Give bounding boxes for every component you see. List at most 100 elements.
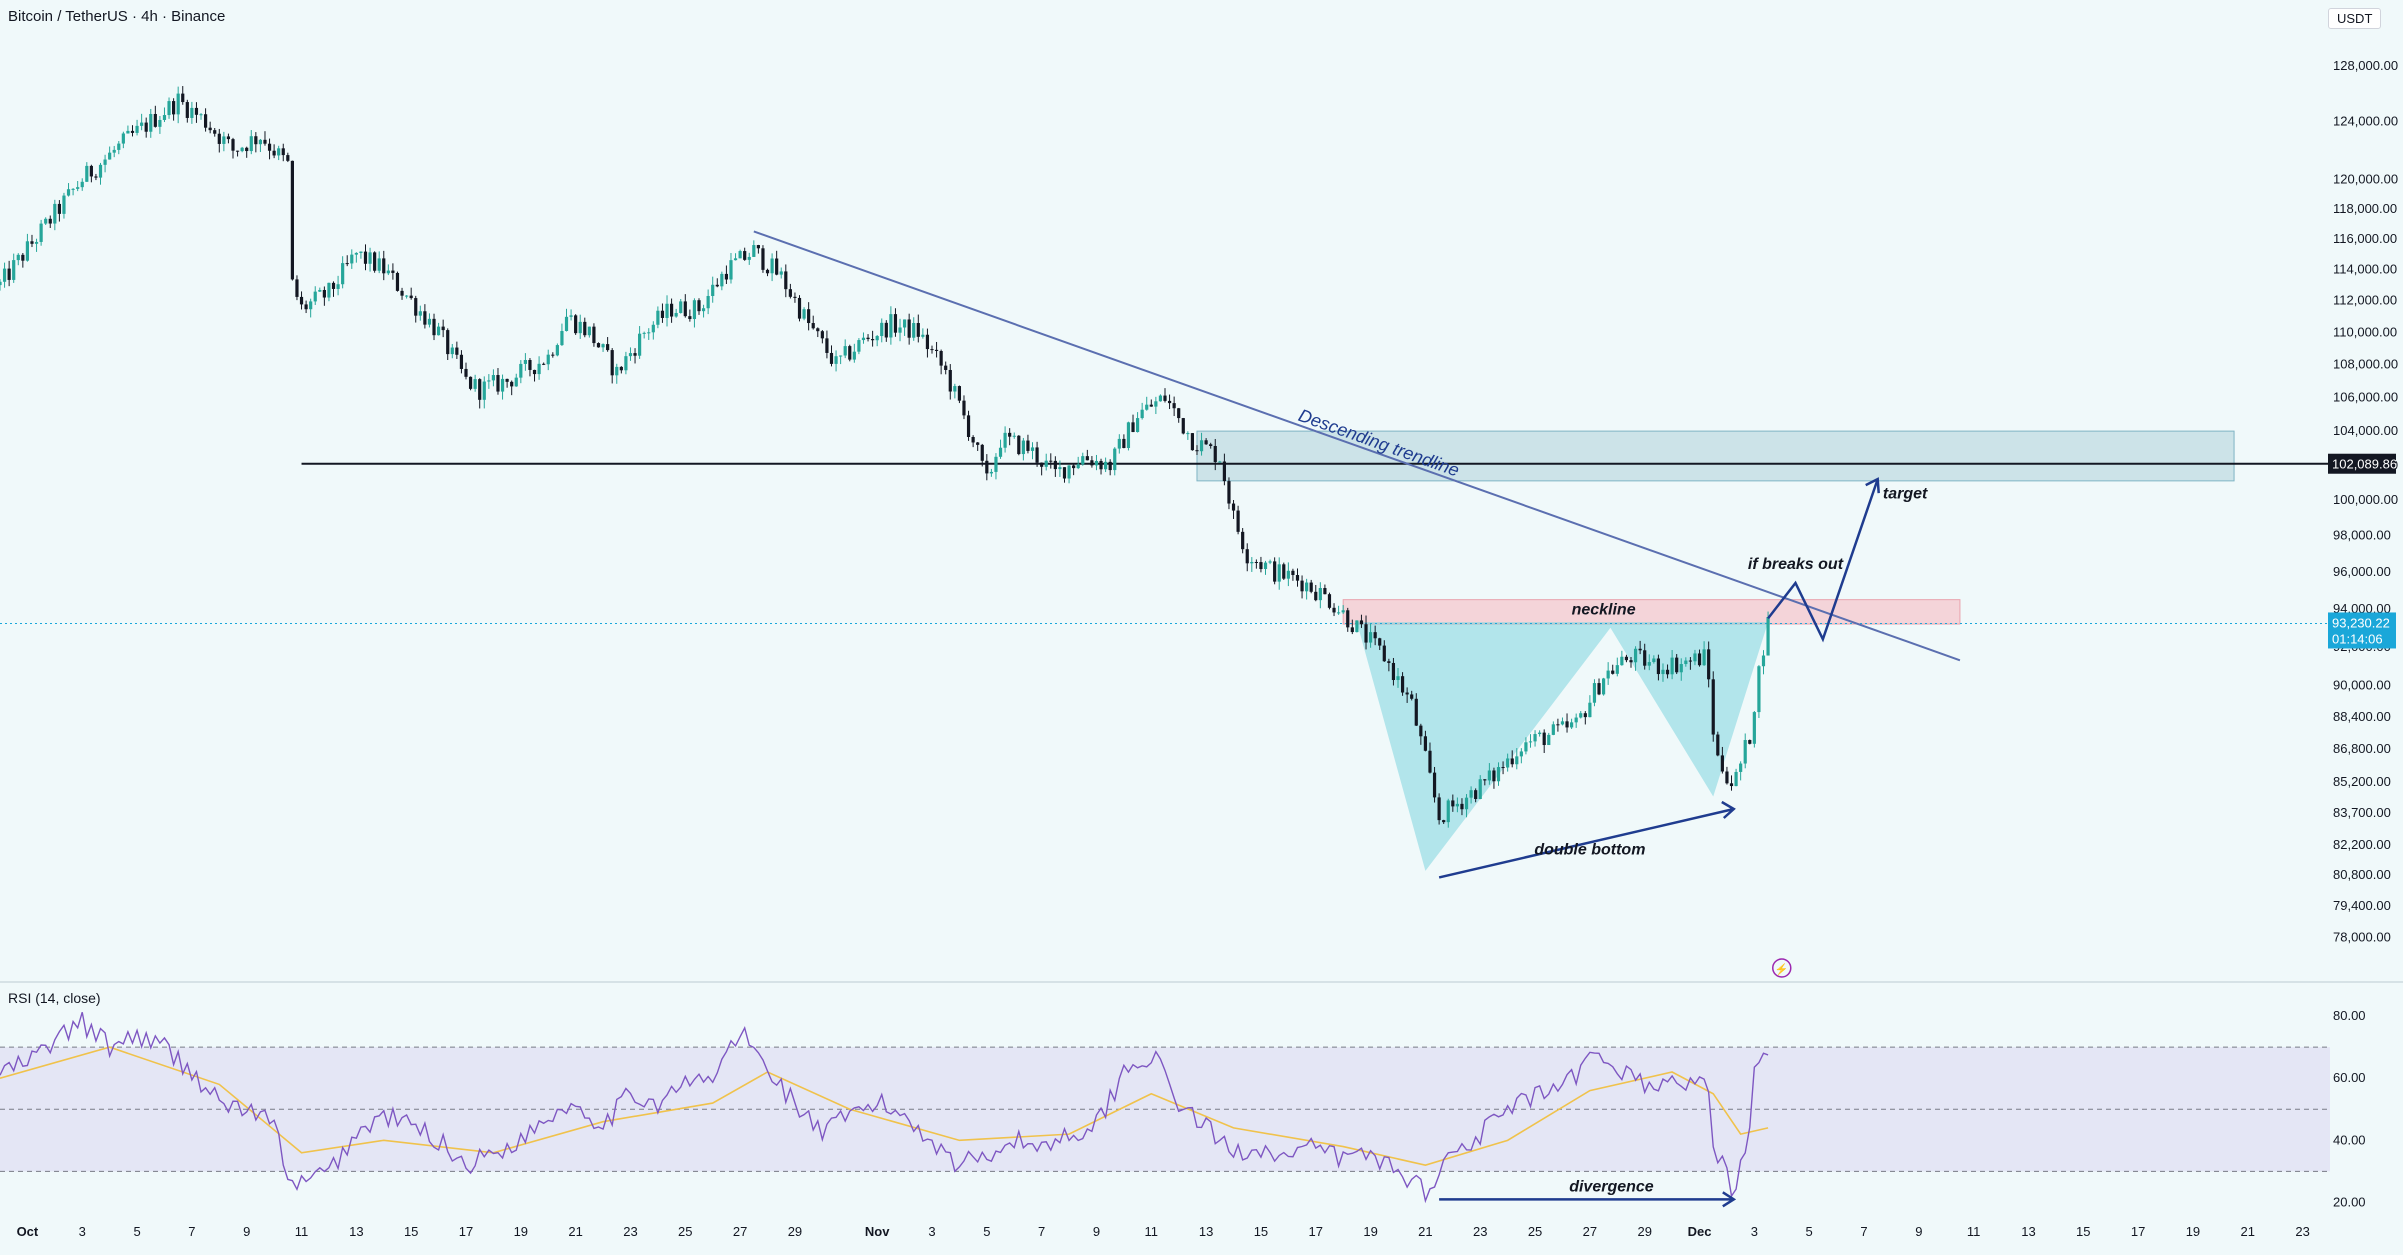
candle-body [140,122,144,126]
divergence-label: divergence [1569,1178,1654,1195]
candle-body [286,155,290,161]
price-tick-label: 120,000.00 [2333,171,2398,186]
candle-body [724,273,729,280]
candle-body [875,336,879,341]
candle-body [807,309,811,324]
candle-body [1332,607,1336,613]
double-bottom-label: double bottom [1534,841,1645,858]
candle-body [1455,803,1459,807]
candle-body [1021,440,1025,455]
candle-body [491,375,496,381]
candle-body [423,311,427,325]
candle-body [1633,648,1638,663]
candle-body [1400,676,1405,693]
candle-body [213,130,217,134]
candle-body [1003,432,1007,448]
candle-body [1720,755,1724,772]
candle-body [1145,404,1149,410]
candle-body [752,245,756,257]
candle-body [1588,702,1592,718]
candle-body [665,303,669,318]
time-tick-label: 29 [788,1224,802,1239]
candle-body [1656,658,1661,675]
candle-body [1199,440,1204,452]
candle-body [194,107,199,115]
candle-body [902,319,907,328]
candle-body [1556,724,1560,726]
candle-body [450,347,454,355]
candle-body [1629,660,1633,663]
time-tick-label: 17 [2131,1224,2145,1239]
symbol-header: Bitcoin / TetherUS · 4h · Binance [8,8,226,25]
candle-body [1012,435,1016,437]
candle-body [574,315,578,334]
time-tick-label: 5 [1806,1224,1813,1239]
time-tick-label: 27 [733,1224,747,1239]
candle-body [1606,670,1610,679]
time-tick-label: 11 [295,1224,309,1239]
candle-body [455,347,459,355]
time-tick-label: 21 [568,1224,582,1239]
support-price-tag [2328,453,2396,474]
price-tick-label: 83,700.00 [2333,805,2391,820]
candle-body [701,308,706,312]
candle-body [1113,448,1117,471]
time-tick-label: 19 [2186,1224,2200,1239]
candle-body [1030,447,1035,451]
candle-body [1076,464,1080,469]
candle-body [592,326,596,344]
candle-body [980,444,984,461]
candle-body [57,203,61,214]
candle-body [697,300,701,312]
candle-body [523,360,527,364]
candles [0,86,1770,828]
candle-body [624,356,628,371]
candle-body [267,143,272,151]
candle-body [820,331,824,339]
candle-body [1026,440,1030,451]
time-tick-label: 5 [983,1224,990,1239]
candle-body [48,218,52,224]
candle-body [181,93,185,103]
candle-body [907,319,911,338]
time-tick-label: Dec [1688,1224,1712,1239]
candle-body [368,252,372,264]
rsi-line [0,1012,1769,1204]
candle-body [505,378,509,382]
candle-body [441,326,445,331]
neckline-label: neckline [1572,602,1636,619]
candle-body [1154,401,1158,407]
candle-body [1414,698,1418,726]
candle-body [85,165,89,182]
time-tick-label: 15 [404,1224,418,1239]
price-tick-label: 118,000.00 [2333,201,2397,216]
candle-body [1104,461,1108,470]
time-tick-label: 3 [928,1224,935,1239]
price-tick-label: 79,400.00 [2333,898,2391,913]
time-tick-label: 3 [1751,1224,1758,1239]
currency-button[interactable]: USDT [2328,8,2382,29]
candle-body [1396,676,1400,681]
candle-body [715,284,719,287]
candle-body [619,366,623,371]
time-tick-label: 5 [133,1224,140,1239]
candle-body [674,312,678,317]
candle-body [546,354,550,365]
candle-body [1282,564,1286,579]
candle-body [395,272,400,291]
candle-body [359,251,363,253]
candle-body [345,263,349,265]
candle-body [1222,461,1226,482]
candle-body [76,187,80,189]
candle-body [1286,570,1290,579]
candle-body [1177,408,1181,419]
candle-body [1195,450,1199,452]
candle-body [66,189,71,196]
candle-body [756,245,760,249]
candle-body [1496,767,1501,782]
candle-body [898,327,902,333]
candle-body [1684,660,1688,665]
time-tick-label: Nov [865,1224,890,1239]
candle-body [1273,561,1277,582]
